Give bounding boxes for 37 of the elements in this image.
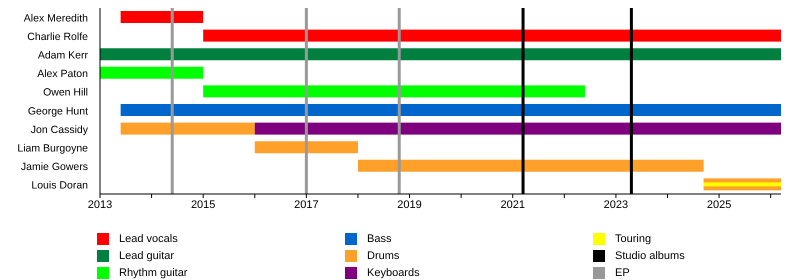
bar xyxy=(100,66,204,79)
x-tick-label: 2023 xyxy=(604,198,628,211)
y-tick-label: George Hunt xyxy=(28,105,88,118)
x-tick-label: 2019 xyxy=(397,198,422,211)
legend-label: Lead vocals xyxy=(119,232,178,244)
y-tick-label: Jon Cassidy xyxy=(30,124,89,136)
y-tick-label: Jamie Gowers xyxy=(20,161,88,174)
y-tick-label: Adam Kerr xyxy=(38,50,88,62)
x-tick-label: 2021 xyxy=(500,198,525,211)
bar xyxy=(120,104,781,116)
legend-label: Lead guitar xyxy=(119,250,174,262)
x-tick-label: 2017 xyxy=(294,198,319,211)
bar xyxy=(358,160,704,172)
legend-label: Keyboards xyxy=(367,266,420,278)
bar xyxy=(254,122,781,135)
bar xyxy=(254,141,358,154)
legend-label: EP xyxy=(615,266,630,278)
bar xyxy=(120,11,204,23)
legend-label: Touring xyxy=(615,232,652,244)
bar xyxy=(120,122,255,135)
y-tick-label: Charlie Rolfe xyxy=(27,30,88,43)
bar xyxy=(203,85,585,98)
bar xyxy=(100,48,781,60)
x-tick-label: 2013 xyxy=(88,198,112,211)
y-tick-label: Owen Hill xyxy=(43,86,88,99)
legend-label: Studio albums xyxy=(615,250,685,262)
y-tick-label: Alex Meredith xyxy=(24,12,88,24)
legend-label: Drums xyxy=(367,250,400,262)
bar xyxy=(704,182,781,186)
y-tick-label: Louis Doran xyxy=(31,180,88,192)
x-tick-label: 2025 xyxy=(706,198,732,211)
bar xyxy=(203,30,781,42)
legend-label: Rhythm guitar xyxy=(119,266,188,278)
legend-label: Bass xyxy=(367,232,392,244)
x-tick-label: 2015 xyxy=(190,198,216,211)
y-tick-label: Liam Burgoyne xyxy=(17,142,88,154)
y-tick-label: Alex Paton xyxy=(37,68,88,80)
